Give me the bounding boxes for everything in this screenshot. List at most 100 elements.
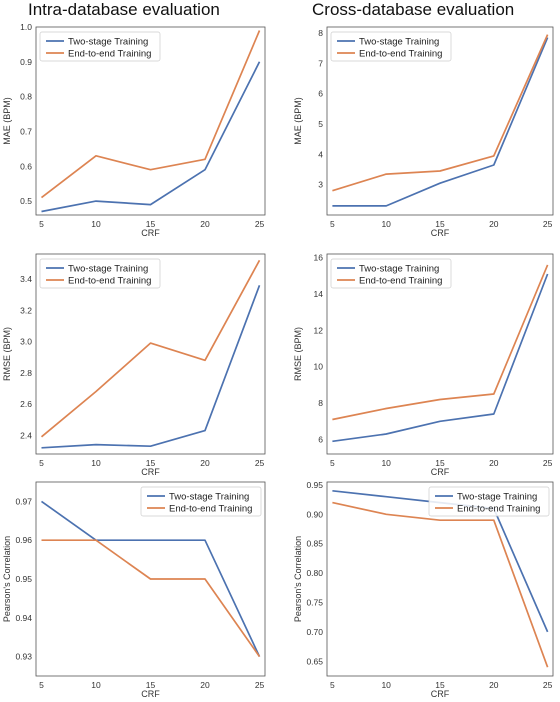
- y-tick-label: 0.9: [20, 57, 32, 67]
- y-tick-label: 0.8: [20, 92, 32, 102]
- series-line-2: [332, 501, 549, 668]
- chart-panel-4: 5 10 15 20 25 6 8 10 12 14 16 CRF RMSE (BPM) Two-stag…: [293, 253, 554, 477]
- y-tick-label: 2.6: [20, 399, 32, 409]
- y-tick-label: 0.96: [15, 535, 32, 545]
- y-axis-label: Pearson's Correlation: [2, 536, 12, 622]
- chart-panel-3: 5 10 15 20 25 2.4 2.6 2.8 3.0 3.2 3.4 CRF RMSE (BPM)…: [2, 253, 266, 477]
- x-tick-label: 10: [381, 219, 391, 229]
- x-tick-label: 5: [330, 458, 335, 468]
- legend-entry-1: Two-stage Training: [457, 491, 537, 502]
- x-tick-label: 20: [200, 458, 210, 468]
- x-tick-label: 5: [39, 219, 44, 229]
- series-line-2: [40, 259, 261, 438]
- legend-entry-2: End-to-end Training: [169, 503, 252, 514]
- plot-frame: [326, 481, 554, 677]
- series-line-1: [332, 273, 549, 443]
- y-tick-label: 12: [314, 325, 324, 335]
- x-tick-label: 15: [435, 219, 445, 229]
- chart-panel-5: 5 10 15 20 25 0.93 0.94 0.95 0.96 0.97 CRF Pearson'…: [2, 481, 266, 699]
- x-tick-label: 20: [200, 219, 210, 229]
- series-line-1: [332, 37, 549, 207]
- x-tick-label: 10: [91, 680, 101, 690]
- y-tick-label: 16: [314, 253, 324, 263]
- heading-cross-database: Cross-database evaluation: [312, 0, 515, 19]
- x-axis-label: CRF: [141, 689, 160, 699]
- legend-entry-1: Two-stage Training: [359, 36, 439, 47]
- x-tick-label: 10: [91, 458, 101, 468]
- y-tick-label: 0.5: [20, 196, 32, 206]
- plot-frame: [35, 481, 266, 677]
- x-tick-label: 20: [489, 680, 499, 690]
- y-tick-label: 0.97: [15, 496, 32, 506]
- y-tick-label: 0.90: [306, 509, 323, 519]
- x-tick-label: 10: [381, 458, 391, 468]
- legend-box: [428, 486, 550, 517]
- y-tick-label: 0.70: [306, 627, 323, 637]
- x-axis-label: CRF: [431, 228, 450, 238]
- legend-entry-1: Two-stage Training: [68, 263, 148, 274]
- series-line-2: [41, 539, 261, 658]
- y-tick-label: 0.95: [306, 480, 323, 490]
- series-line-1: [41, 285, 261, 449]
- y-tick-label: 0.6: [20, 161, 32, 171]
- x-tick-label: 15: [146, 680, 156, 690]
- x-tick-label: 5: [39, 680, 44, 690]
- x-tick-label: 5: [39, 458, 44, 468]
- y-tick-label: 0.80: [306, 568, 323, 578]
- x-tick-label: 25: [543, 458, 553, 468]
- legend-entry-1: Two-stage Training: [359, 263, 439, 274]
- y-tick-label: 6: [318, 89, 323, 99]
- x-tick-label: 5: [330, 680, 335, 690]
- series-line-1: [41, 61, 261, 213]
- y-axis-label: RMSE (BPM): [293, 327, 303, 381]
- y-tick-label: 1.0: [20, 22, 32, 32]
- legend-entry-1: Two-stage Training: [68, 36, 148, 47]
- y-tick-label: 5: [318, 119, 323, 129]
- y-tick-label: 0.7: [20, 126, 32, 136]
- y-tick-label: 8: [318, 398, 323, 408]
- y-tick-label: 10: [314, 362, 324, 372]
- plot-frame: [35, 253, 266, 455]
- legend-entry-1: Two-stage Training: [169, 491, 249, 502]
- plot-frame: [35, 26, 266, 216]
- legend-entry-2: End-to-end Training: [359, 48, 442, 59]
- y-tick-label: 0.75: [306, 598, 323, 608]
- x-axis-label: CRF: [431, 467, 450, 477]
- plot-frame: [326, 253, 554, 455]
- plot-frame: [326, 26, 554, 216]
- y-axis-label: Pearson's Correlation: [293, 536, 303, 622]
- x-tick-label: 25: [543, 219, 553, 229]
- x-tick-label: 15: [435, 680, 445, 690]
- heading-intra-database: Intra-database evaluation: [28, 0, 220, 19]
- legend-entry-2: End-to-end Training: [457, 503, 540, 514]
- legend-entry-2: End-to-end Training: [68, 275, 151, 286]
- y-tick-label: 3.4: [20, 274, 32, 284]
- x-tick-label: 15: [435, 458, 445, 468]
- y-tick-label: 3.2: [20, 305, 32, 315]
- x-tick-label: 20: [200, 680, 210, 690]
- x-tick-label: 25: [255, 680, 265, 690]
- legend-box: [39, 258, 161, 289]
- x-tick-label: 20: [489, 219, 499, 229]
- series-line-1: [41, 500, 261, 657]
- x-axis-label: CRF: [141, 228, 160, 238]
- y-tick-label: 0.93: [15, 652, 32, 662]
- x-tick-label: 15: [146, 219, 156, 229]
- y-tick-label: 0.94: [15, 613, 32, 623]
- x-axis-label: CRF: [141, 467, 160, 477]
- y-tick-label: 3: [318, 180, 323, 190]
- y-tick-label: 0.95: [15, 574, 32, 584]
- y-tick-label: 7: [318, 58, 323, 68]
- x-tick-label: 25: [543, 680, 553, 690]
- series-line-2: [332, 34, 549, 192]
- legend-box: [330, 31, 452, 62]
- y-tick-label: 3.0: [20, 337, 32, 347]
- y-axis-label: RMSE (BPM): [2, 327, 12, 381]
- x-tick-label: 25: [255, 458, 265, 468]
- y-axis-label: MAE (BPM): [2, 97, 12, 145]
